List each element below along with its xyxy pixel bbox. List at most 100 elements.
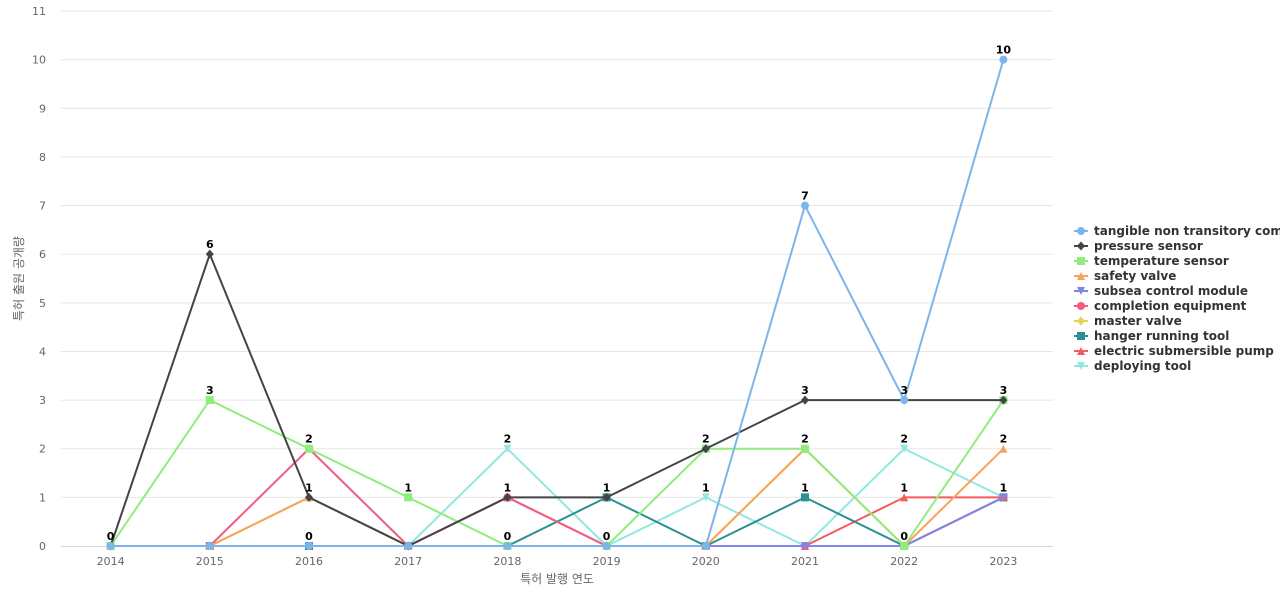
series-point [503,542,512,550]
data-label: 1 [404,481,412,494]
y-tick-label: 11 [32,5,46,18]
legend-item: pressure sensor [1074,239,1203,253]
series-point [602,542,611,550]
y-tick-label: 3 [39,394,46,407]
data-label: 1 [603,481,611,494]
data-label: 1 [1000,481,1008,494]
legend-label: pressure sensor [1094,239,1203,253]
data-label: 3 [801,384,809,397]
series-point [999,444,1008,453]
data-label: 2 [305,433,313,446]
series-point [205,396,214,405]
series-point [404,542,413,550]
data-label: 10 [996,44,1012,57]
y-tick-label: 1 [39,491,46,504]
legend: tangible non transitory com...pressure s… [1074,224,1280,373]
x-tick-label: 2017 [394,555,422,568]
data-label: 3 [206,384,214,397]
series-point [404,493,413,502]
legend-marker [1077,272,1085,280]
series-point [305,542,313,550]
series-point [900,542,909,550]
legend-label: electric submersible pump [1094,344,1274,358]
x-tick-label: 2018 [493,555,521,568]
x-tick-label: 2021 [791,555,819,568]
data-label: 1 [504,481,512,494]
data-label: 1 [900,481,908,494]
legend-label: temperature sensor [1094,254,1229,268]
series-point [999,395,1008,405]
series-point [205,249,214,259]
legend-label: safety valve [1094,269,1176,283]
series-point [801,395,809,405]
y-tick-label: 10 [32,54,46,67]
y-tick-label: 7 [39,200,46,213]
legend-label: hanger running tool [1094,329,1229,343]
legend-item: electric submersible pump [1074,344,1274,358]
legend-marker [1077,302,1085,310]
legend-item: hanger running tool [1074,329,1229,343]
series-point [900,493,909,502]
series-point [999,55,1008,64]
legend-item: temperature sensor [1074,254,1229,268]
series-point [801,444,809,453]
series-point [106,542,115,550]
series-line [110,59,1005,547]
series-point [900,396,909,405]
series-point [701,444,710,454]
series-point [801,201,809,210]
series-line [109,399,1005,547]
data-label: 0 [900,530,908,543]
y-tick-label: 5 [39,297,46,310]
series-2 [106,396,1008,550]
grid-layer [61,10,1053,498]
legend-item: master valve [1074,314,1182,328]
x-tick-label: 2014 [97,555,125,568]
y-axis-title: 특허 출원 공개량 [12,236,26,321]
series-line [109,253,1004,547]
legend-item: subsea control module [1074,284,1248,298]
y-tick-label: 8 [39,151,46,164]
data-label: 3 [1000,384,1008,397]
y-tick-label: 4 [39,345,46,358]
data-label: 2 [702,433,710,446]
series-0 [106,55,1008,550]
x-axis-title: 특허 발행 연도 [520,571,594,586]
legend-item: tangible non transitory com... [1074,224,1280,238]
legend-marker [1077,227,1085,235]
series-point [801,493,809,502]
legend-label: master valve [1094,314,1182,328]
x-tick-label: 2016 [295,555,323,568]
series-point [801,542,809,550]
series-point [999,493,1008,502]
y-tick-label: 2 [39,443,46,456]
series-point [701,493,710,502]
data-label: 6 [206,238,214,251]
series-point [305,444,313,453]
data-label: 2 [504,433,512,446]
legend-marker [1077,332,1085,340]
data-label: 0 [305,530,313,543]
data-label: 0 [603,530,611,543]
x-tick-label: 2020 [692,555,720,568]
legend-label: deploying tool [1094,359,1191,373]
legend-marker [1077,241,1085,251]
series-point [305,492,313,502]
series-point [205,542,214,550]
data-label: 3 [900,384,908,397]
series-point [503,492,512,502]
data-label: 0 [504,530,512,543]
y-tick-label: 9 [39,102,46,115]
data-label: 1 [305,481,313,494]
legend-marker [1077,316,1085,326]
data-label: 2 [1000,433,1008,446]
x-tick-label: 2022 [890,555,918,568]
legend-marker [1077,287,1085,295]
data-label: 2 [801,433,809,446]
series-point [602,492,611,502]
legend-label: completion equipment [1094,299,1247,313]
data-label: 1 [702,481,710,494]
legend-item: safety valve [1074,269,1176,283]
